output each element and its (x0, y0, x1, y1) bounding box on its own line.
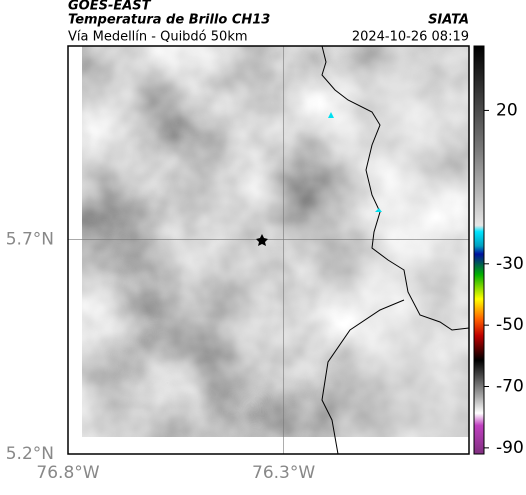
image-highlight (82, 46, 469, 437)
subtitle: Temperatura de Brillo CH13 (68, 13, 270, 28)
colorbar-tick-label: -50 (496, 315, 524, 335)
map-frame (67, 45, 470, 455)
y-tick-label: 5.2°N (6, 444, 54, 464)
colorbar-tick-label: -70 (496, 377, 524, 397)
x-tick-label: 76.3°W (252, 463, 315, 483)
y-tick-label: 5.7°N (6, 229, 54, 249)
colorbar (473, 45, 485, 455)
timestamp: 2024-10-26 08:19 (352, 30, 469, 45)
x-tick-label: 76.8°W (36, 463, 99, 483)
route: Vía Medellín - Quibdó 50km (68, 30, 248, 45)
colorbar-tick-label: 20 (496, 100, 518, 120)
title: GOES-EAST (68, 0, 152, 14)
borders (321, 45, 470, 455)
colorbar-tick-label: -90 (496, 438, 524, 458)
source: SIATA (428, 13, 469, 28)
colorbar-tick-label: -30 (496, 254, 524, 274)
location-marker (256, 234, 268, 246)
